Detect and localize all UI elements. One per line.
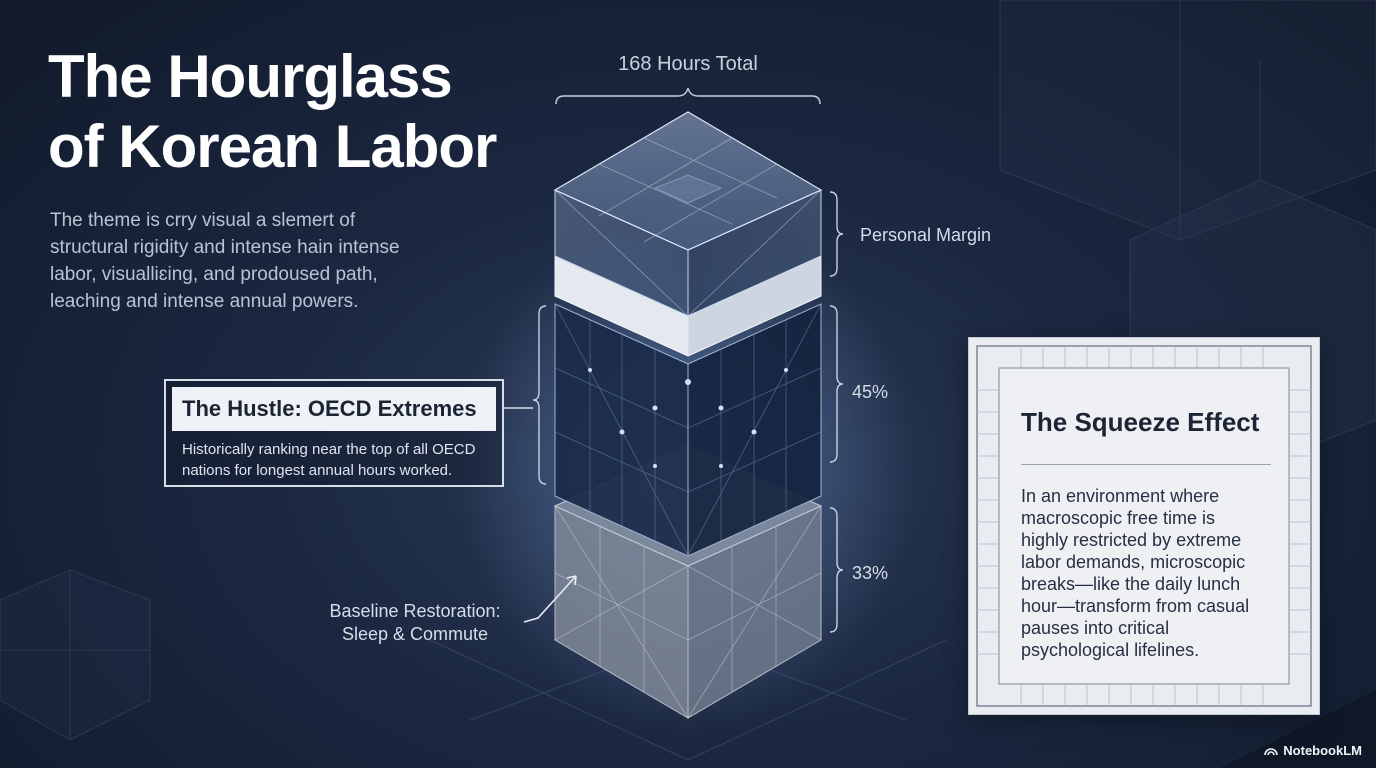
squeeze-effect-card: The Squeeze Effect In an environment whe… (968, 337, 1320, 715)
squeeze-body-line: pauses into critical (1021, 618, 1170, 638)
squeeze-body-line: highly restricted by extreme (1021, 530, 1242, 550)
notebooklm-logo-icon (1264, 747, 1279, 755)
subtitle-line: labor, visualliɛing, and prodoused path, (50, 264, 378, 285)
total-hours-label: 168 Hours Total (618, 53, 758, 75)
squeeze-title: The Squeeze Effect (1021, 407, 1260, 437)
baseline-line: Sleep & Commute (341, 624, 489, 644)
personal-margin-label: Personal Margin (860, 225, 992, 245)
hustle-title: The Hustle: OECD Extremes (172, 387, 496, 431)
card-grid-border (976, 345, 1312, 707)
title-line-2: of Korean Labor (48, 113, 497, 180)
baseline-arrow (523, 575, 577, 623)
squeeze-body-line: breaks—like the daily lunch (1021, 574, 1241, 594)
total-brace (555, 87, 821, 105)
title-line-1: The Hourglass (48, 43, 453, 110)
squeeze-body: In an environment where macroscopic free… (1021, 485, 1281, 661)
top-cube (553, 111, 823, 357)
subtitle-line: The theme is crry visual a slemert of (50, 210, 356, 231)
personal-margin-brace (829, 191, 844, 277)
middle-percent-label: 45% (852, 382, 889, 402)
bottom-brace (829, 507, 844, 633)
squeeze-body-line: In an environment where (1021, 486, 1220, 506)
squeeze-body-line: macroscopic free time is (1021, 508, 1216, 528)
squeeze-body-line: psychological lifelines. (1021, 640, 1200, 660)
page-title: The Hourglass of Korean Labor (48, 42, 568, 182)
hustle-desc-line: Historically ranking near the top of all… (182, 441, 476, 458)
subtitle: The theme is crry visual a slemert of st… (50, 207, 470, 315)
hustle-brace (532, 305, 547, 485)
squeeze-body-line: labor demands, microscopic (1021, 552, 1246, 572)
middle-brace (829, 305, 844, 463)
squeeze-divider (1021, 464, 1271, 465)
hustle-description: Historically ranking near the top of all… (182, 439, 498, 481)
notebooklm-brand: NotebookLM (1264, 743, 1362, 758)
middle-cube (554, 303, 822, 557)
hustle-callout: The Hustle: OECD Extremes Historically r… (164, 379, 504, 487)
squeeze-body-line: hour—transform from casual (1021, 596, 1250, 616)
bottom-percent-label: 33% (852, 563, 889, 583)
subtitle-line: structural rigidity and intense hain int… (50, 237, 400, 258)
brand-label: NotebookLM (1283, 743, 1362, 758)
subtitle-line: leaching and intense annual powers. (50, 291, 359, 312)
hustle-desc-line: nations for longest annual hours worked. (182, 462, 453, 479)
baseline-label: Baseline Restoration: Sleep & Commute (300, 600, 530, 646)
baseline-line: Baseline Restoration: (329, 601, 501, 621)
